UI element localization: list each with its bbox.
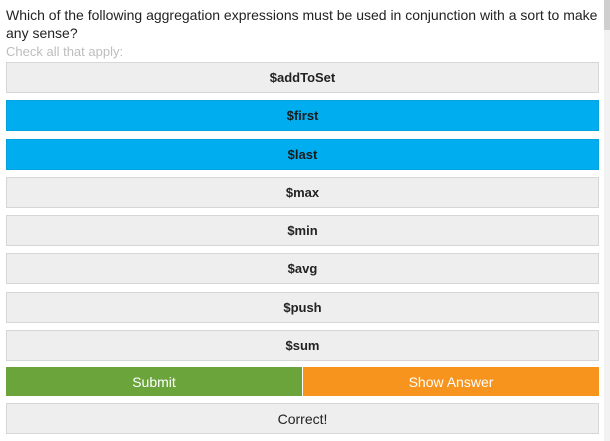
action-bar: Submit Show Answer [6,367,599,396]
scrollbar-thumb[interactable] [604,0,610,30]
option-label: $max [285,184,320,200]
option-avg[interactable]: $avg [6,253,599,285]
option-label: $avg [287,261,318,277]
option-min[interactable]: $min [6,215,599,247]
option-label: $min [287,223,318,239]
option-push[interactable]: $push [6,291,599,323]
option-last[interactable]: $last [6,138,599,170]
option-label: $last [287,146,318,162]
answer-options: $addToSet $first $last $max $min $avg $p… [6,62,599,368]
check-all-hint: Check all that apply: [6,44,124,59]
option-label: $push [283,299,322,315]
scrollbar-track[interactable] [604,0,610,441]
option-label: $addToSet [269,70,336,85]
option-first[interactable]: $first [6,100,599,132]
option-label: $first [286,108,319,124]
option-addtoset[interactable]: $addToSet [6,62,599,93]
option-max[interactable]: $max [6,176,599,208]
result-message: Correct! [6,403,599,434]
option-label: $sum [285,338,320,354]
show-answer-button[interactable]: Show Answer [303,367,599,396]
question-text: Which of the following aggregation expre… [6,7,598,41]
option-sum[interactable]: $sum [6,330,599,362]
submit-button[interactable]: Submit [6,367,303,396]
